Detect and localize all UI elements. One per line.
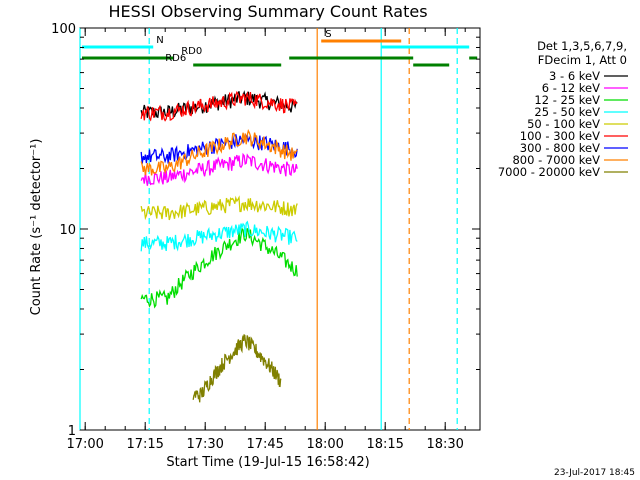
y-tick-label-2: 10 <box>59 223 76 238</box>
legend-label-6: 100 - 300 keV <box>520 129 600 143</box>
state-label-rd6: RD6 <box>165 53 186 64</box>
y-tick-label-3: 100 <box>51 22 76 37</box>
legend-label-3: 12 - 25 keV <box>534 93 600 107</box>
state-label-s: S <box>325 29 331 40</box>
y-axis-label: Count Rate (s⁻¹ detector⁻¹) <box>29 139 44 316</box>
legend-label-8: 800 - 7000 keV <box>512 153 600 167</box>
legend-label-5: 50 - 100 keV <box>527 117 600 131</box>
state-label-rd0: RD0 <box>181 46 202 57</box>
series-line-5 <box>140 195 298 221</box>
legend-label-2: 6 - 12 keV <box>542 81 600 95</box>
x-axis-label: Start Time (19-Jul-15 16:58:42) <box>166 455 369 470</box>
x-tick-label-7: 18:30 <box>426 437 463 452</box>
series-line-2 <box>140 152 298 186</box>
y-tick-label-1: 1 <box>68 424 76 439</box>
series-line-4 <box>140 220 298 252</box>
series-line-8 <box>140 128 298 176</box>
legend-label-7: 300 - 800 keV <box>520 141 600 155</box>
footer-timestamp: 23-Jul-2017 18:45 <box>554 468 635 478</box>
legend-label-4: 25 - 50 keV <box>534 105 600 119</box>
legend-header-line-1: Det 1,3,5,6,7,9, <box>537 39 627 53</box>
x-tick-label-3: 17:30 <box>186 437 223 452</box>
series-line-9 <box>192 333 282 403</box>
series-line-7 <box>140 132 298 164</box>
series-line-3 <box>140 227 298 309</box>
x-tick-label-1: 17:00 <box>66 437 103 452</box>
series-layer <box>140 90 298 403</box>
x-tick-label-4: 17:45 <box>246 437 283 452</box>
axes-layer: 17:00 17:15 17:30 17:45 18:00 18:15 18:30 1 10 10… <box>51 22 480 452</box>
series-line-6 <box>140 90 298 122</box>
legend-label-1: 3 - 6 keV <box>549 69 600 83</box>
state-label-n: N <box>156 35 163 46</box>
legend-header-line-2: FDecim 1, Att 0 <box>538 53 627 67</box>
x-tick-label-5: 18:00 <box>306 437 343 452</box>
x-tick-label-6: 18:15 <box>366 437 403 452</box>
legend: Det 1,3,5,6,7,9, FDecim 1, Att 0 3 - 6 k… <box>498 39 628 179</box>
chart-title: HESSI Observing Summary Count Rates <box>108 2 427 21</box>
legend-label-9: 7000 - 20000 keV <box>498 165 600 179</box>
x-tick-label-2: 17:15 <box>126 437 163 452</box>
